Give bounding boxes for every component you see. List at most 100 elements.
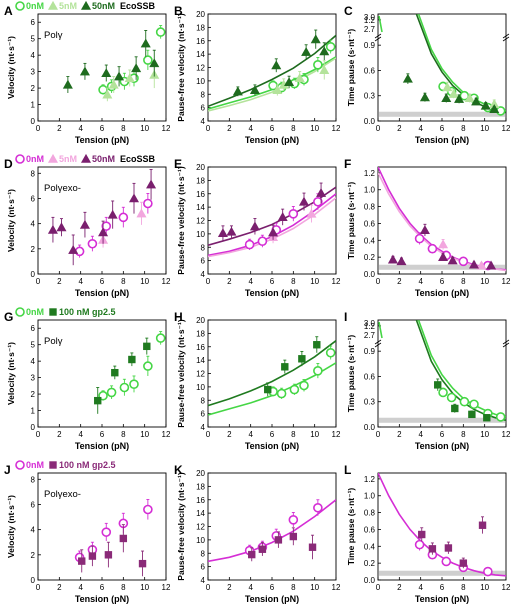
- panel-letter: E: [174, 157, 182, 171]
- data-point: [155, 27, 166, 37]
- y-tick-label: 1.2: [364, 475, 376, 484]
- x-tick-label: 2: [57, 430, 62, 439]
- data-point: [495, 412, 506, 422]
- data-point: [447, 255, 458, 265]
- data-point: [444, 544, 453, 552]
- x-axis-title: Tension (pN): [415, 441, 469, 451]
- panel-j: 0 2 4 6 8 10 12 0 2 4 6 8 Tension (pN) Velocity (nt·s…: [4, 460, 171, 604]
- fit-curve-upper: [378, 321, 383, 339]
- x-tick-label: 2: [57, 124, 62, 133]
- data-point: [313, 341, 321, 349]
- data-point: [454, 93, 465, 103]
- fit-curve: [208, 197, 336, 258]
- data-point: [414, 539, 425, 550]
- legend-label: 100 nM gp2.5: [59, 460, 116, 470]
- x-axis-title: Tension (pN): [75, 594, 129, 604]
- y-tick-label: 0.0: [364, 117, 376, 126]
- data-point: [294, 73, 305, 82]
- data-point: [288, 515, 299, 525]
- data-point: [274, 536, 283, 544]
- data-point: [289, 532, 298, 541]
- fit-curve: [208, 34, 336, 108]
- x-tick-label: 10: [140, 430, 149, 439]
- y-tick-label: 3: [31, 374, 36, 383]
- panel-d: 0 2 4 6 8 10 12 0 2 4 6 8 Tension (pN) Velocity (nt·s…: [4, 153, 171, 298]
- data-point: [319, 46, 330, 56]
- x-tick-label: 0: [206, 124, 211, 133]
- fit-curve-upper: [378, 15, 383, 33]
- data-point: [87, 238, 98, 249]
- y-tick-label: 16: [196, 496, 205, 505]
- data-point: [149, 58, 160, 68]
- data-point: [119, 534, 128, 543]
- x-axis-title: Tension (pN): [75, 441, 129, 451]
- x-tick-label: 0: [376, 124, 381, 133]
- data-point: [464, 93, 475, 103]
- x-tick-label: 4: [418, 124, 423, 133]
- data-point: [271, 60, 282, 70]
- x-tick-label: 4: [248, 277, 253, 286]
- data-point: [143, 198, 153, 209]
- y-tick-label: 2: [31, 390, 36, 399]
- x-tick-label: 2: [227, 583, 232, 592]
- data-point: [459, 559, 468, 567]
- y-tick-label: 0.8: [364, 203, 376, 212]
- y-axis-title: Velocity (nt·s⁻¹): [6, 36, 16, 99]
- data-point: [281, 363, 289, 371]
- panel-inset-label: Polγexo-: [44, 183, 81, 194]
- y-tick-label: 0.9: [364, 347, 376, 356]
- data-point: [418, 530, 426, 539]
- legend-marker: [15, 460, 25, 470]
- y-tick-label: 14: [196, 203, 205, 212]
- y-tick-label: 0: [31, 270, 36, 279]
- y-tick-label: 14: [196, 356, 205, 365]
- axis-break-mark: [374, 33, 382, 39]
- x-tick-label: 12: [502, 430, 511, 439]
- x-tick-label: 0: [376, 430, 381, 439]
- data-point: [248, 550, 256, 559]
- panel-letter: J: [4, 463, 11, 477]
- y-tick-label: 16: [196, 37, 205, 46]
- data-point: [56, 222, 67, 232]
- x-axis-title: Tension (pN): [75, 288, 129, 298]
- x-tick-label: 6: [100, 124, 105, 133]
- data-point: [232, 86, 243, 96]
- x-tick-label: 12: [162, 583, 171, 592]
- data-point: [108, 79, 119, 89]
- y-tick-label-upper: 3.0: [364, 319, 376, 328]
- x-tick-label: 10: [140, 124, 149, 133]
- x-tick-label: 12: [162, 277, 171, 286]
- y-axis-title: Pause-free velocity (nt·s⁻¹): [176, 166, 186, 275]
- data-point: [438, 252, 449, 261]
- data-point: [451, 404, 459, 413]
- legend-label: 5nM: [59, 154, 77, 164]
- legend-marker: [49, 308, 57, 316]
- legend-marker: [49, 461, 57, 469]
- x-tick-label: 8: [121, 430, 126, 439]
- y-tick-label: 4: [201, 423, 206, 432]
- y-tick-label: 0: [31, 423, 36, 432]
- y-tick-label: 8: [201, 243, 206, 252]
- y-tick-label: 12: [196, 217, 205, 226]
- x-tick-label: 6: [100, 430, 105, 439]
- panel-l: 0 2 4 6 8 10 12 0.0 0.2 0.4 0.6 0.8 1.0 1.2 Tension (p…: [344, 463, 511, 604]
- data-point: [249, 85, 260, 95]
- data-point: [476, 260, 487, 270]
- y-tick-label: 1.0: [364, 492, 376, 501]
- data-point: [128, 193, 140, 203]
- legend-label: 0nM: [26, 460, 44, 470]
- x-tick-label: 8: [121, 583, 126, 592]
- x-tick-label: 0: [36, 277, 41, 286]
- y-tick-label: 1.0: [364, 186, 376, 195]
- pause-reference-band: [379, 417, 505, 423]
- data-point: [319, 65, 330, 74]
- x-tick-label: 6: [440, 277, 445, 286]
- x-tick-label: 4: [248, 583, 253, 592]
- data-point: [446, 392, 457, 403]
- axis-break-mark: [502, 33, 510, 39]
- y-tick-label: 4: [31, 51, 36, 60]
- y-tick-label: 20: [196, 316, 205, 325]
- x-axis-title: Tension (pN): [245, 288, 299, 298]
- x-axis-title: Tension (pN): [75, 135, 129, 145]
